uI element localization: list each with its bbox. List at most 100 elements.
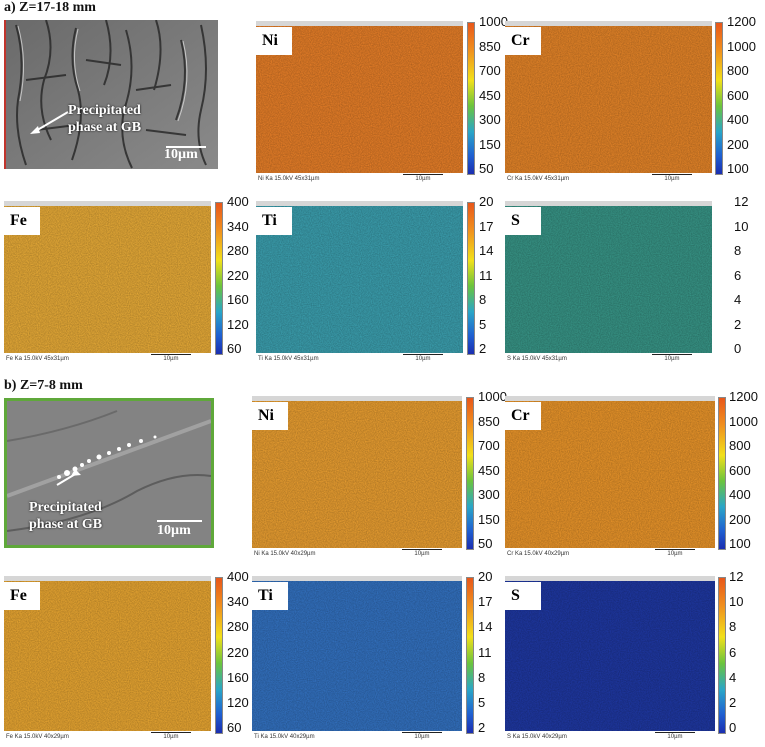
scale-bar-line <box>402 732 442 733</box>
colorbar-tick-label: 200 <box>727 136 749 152</box>
map-scale-bar: 10µm <box>403 353 443 362</box>
colorbar-tick-label: 340 <box>227 218 249 234</box>
scale-bar-label: 10µm <box>163 356 179 362</box>
scale-bar-line <box>655 549 695 550</box>
element-map-noise <box>256 21 463 173</box>
map-footer: Cr Ka 15.0kV 45x31µm 10µm <box>505 173 712 186</box>
sem-annotation-b-line2: phase at GB <box>29 517 103 532</box>
ti-map-b: Ti Ti Ka 15.0kV 40x29µm 10µm <box>252 576 462 744</box>
map-footer: Cr Ka 15.0kV 40x29µm 10µm <box>505 548 715 561</box>
scale-bar-label: 10µm <box>415 356 431 362</box>
map-scale-bar: 10µm <box>151 353 191 362</box>
colorbar-tick-label: 700 <box>479 63 501 78</box>
scale-bar-label: 10µm <box>664 176 680 182</box>
map-footer: Ti Ka 15.0kV 40x29µm 10µm <box>252 731 462 744</box>
colorbar-tick-label: 10 <box>729 594 744 610</box>
element-label: Ti <box>256 207 292 235</box>
panel-a-title: a) Z=17-18 mm <box>4 0 96 15</box>
ni-colorbar-b <box>466 397 474 550</box>
ni-map-b: Ni Ni Ka 15.0kV 40x29µm 10µm <box>252 396 462 561</box>
colorbar-tick-label: 6 <box>729 644 737 660</box>
acquisition-condition: Ti Ka 15.0kV 45x31µm <box>258 356 319 362</box>
sem-microstructure-a <box>6 20 218 169</box>
colorbar-tick-label: 0 <box>729 720 737 735</box>
scale-bar-label: 10µm <box>163 734 179 740</box>
element-label: S <box>505 207 541 235</box>
scale-bar-label: 10µm <box>414 551 430 557</box>
colorbar-tick-label: 14 <box>479 243 494 258</box>
colorbar-tick-label: 400 <box>729 487 751 502</box>
scale-bar-label: 10µm <box>664 356 680 362</box>
element-label: Cr <box>505 402 541 430</box>
map-top-strip <box>256 201 463 206</box>
map-scale-bar: 10µm <box>402 731 442 740</box>
colorbar-tick-label: 2 <box>734 316 742 332</box>
colorbar-tick-label: 14 <box>478 619 493 635</box>
acquisition-condition: Ni Ka 15.0kV 45x31µm <box>258 176 320 182</box>
colorbar-tick-label: 800 <box>729 438 751 453</box>
scale-bar-label: 10µm <box>667 551 683 557</box>
colorbar-tick-label: 160 <box>227 292 249 307</box>
colorbar-tick-label: 5 <box>478 694 486 710</box>
acquisition-condition: S Ka 15.0kV 45x31µm <box>507 356 567 362</box>
colorbar-tick-label: 12 <box>729 569 744 584</box>
colorbar-tick-label: 17 <box>479 218 494 234</box>
colorbar-tick-label: 20 <box>479 194 494 209</box>
colorbar-tick-label: 2 <box>729 694 737 710</box>
colorbar-tick-label: 450 <box>478 462 500 478</box>
colorbar-tick-label: 1000 <box>479 14 508 29</box>
cr-map-b: Cr Cr Ka 15.0kV 40x29µm 10µm <box>505 396 715 561</box>
colorbar-tick-label: 300 <box>478 487 500 502</box>
scale-bar-line <box>652 174 692 175</box>
map-scale-bar: 10µm <box>652 353 692 362</box>
colorbar-tick-label: 8 <box>734 243 742 258</box>
colorbar-tick-label: 5 <box>479 316 487 332</box>
map-top-strip <box>4 201 211 206</box>
colorbar-tick-label: 280 <box>227 619 249 635</box>
colorbar-tick-label: 1200 <box>729 389 758 404</box>
scale-bar-label: 10µm <box>667 734 683 740</box>
map-top-strip <box>505 576 715 581</box>
colorbar-tick-label: 120 <box>227 316 249 332</box>
colorbar-tick-label: 850 <box>479 38 501 54</box>
colorbar-tick-label: 2 <box>479 341 487 356</box>
colorbar-tick-label: 50 <box>478 536 493 551</box>
scale-bar-line <box>652 354 692 355</box>
sem-microstructure-b <box>7 401 211 545</box>
map-footer: S Ka 15.0kV 40x29µm 10µm <box>505 731 715 744</box>
map-footer: S Ka 15.0kV 45x31µm 10µm <box>505 353 712 366</box>
colorbar-tick-label: 17 <box>478 594 493 610</box>
element-map-noise <box>505 21 712 173</box>
colorbar-tick-label: 220 <box>227 267 249 283</box>
colorbar-tick-label: 8 <box>478 669 486 685</box>
colorbar-tick-label: 160 <box>227 669 249 685</box>
colorbar-tick-label: 12 <box>734 194 749 209</box>
scale-bar-line <box>402 549 442 550</box>
colorbar-tick-label: 120 <box>227 694 249 710</box>
map-scale-bar: 10µm <box>655 548 695 557</box>
colorbar-tick-label: 11 <box>479 267 493 283</box>
colorbar-tick-label: 200 <box>729 511 751 527</box>
map-scale-bar: 10µm <box>652 173 692 182</box>
colorbar-tick-label: 60 <box>227 341 242 356</box>
element-label: Ni <box>256 27 292 55</box>
element-label: Cr <box>505 27 541 55</box>
colorbar-tick-label: 11 <box>478 644 492 660</box>
cr-colorbar-a <box>715 22 723 175</box>
sem-annotation-b-line1: Precipitated <box>29 500 102 515</box>
fe-map-b: Fe Fe Ka 15.0kV 40x29µm 10µm <box>4 576 211 744</box>
colorbar-tick-label: 150 <box>479 136 501 152</box>
acquisition-condition: Fe Ka 15.0kV 40x29µm <box>6 734 69 740</box>
sem-annotation-a-line1: Precipitated <box>68 103 141 118</box>
map-footer: Fe Ka 15.0kV 40x29µm 10µm <box>4 731 211 744</box>
scale-bar-line <box>655 732 695 733</box>
panel-b-title: b) Z=7-8 mm <box>4 378 83 393</box>
colorbar-tick-label: 600 <box>727 87 749 103</box>
scale-bar-label: 10µm <box>415 176 431 182</box>
element-label: S <box>505 582 541 610</box>
sem-image-b: Precipitated phase at GB 10µm <box>4 398 214 548</box>
sem-scale-a: 10µm <box>164 147 198 162</box>
colorbar-tick-label: 60 <box>227 720 242 735</box>
ni-colorbar-a <box>467 22 475 175</box>
colorbar-tick-label: 1000 <box>727 38 756 54</box>
